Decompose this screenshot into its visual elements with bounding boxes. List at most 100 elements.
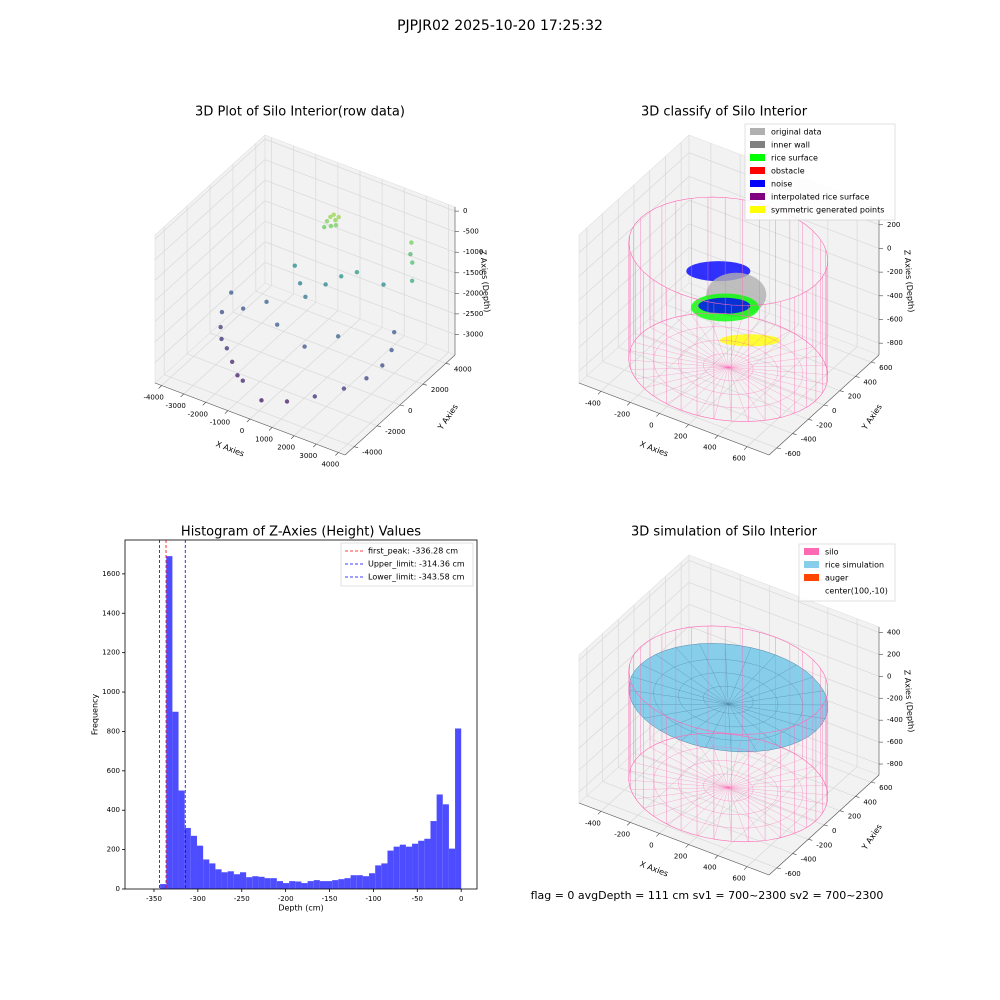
tick-mark	[776, 867, 781, 870]
grid-line	[264, 159, 456, 232]
silo-wire	[713, 367, 729, 420]
surface-mesh	[728, 704, 826, 719]
point	[408, 251, 413, 257]
legend-label: obstacle	[771, 167, 805, 176]
point	[229, 359, 235, 365]
y-axis-label: Y Axies	[436, 402, 460, 432]
silo-wire	[707, 313, 729, 368]
legend-swatch	[804, 574, 819, 581]
x-axis-label: X Axies	[639, 440, 670, 459]
histogram-bar	[203, 859, 210, 889]
tick-mark	[597, 391, 602, 395]
legend-swatch	[750, 180, 765, 187]
silo-wire	[680, 367, 729, 411]
z-tick-label: -400	[887, 292, 903, 300]
x-tick-label: 600	[732, 875, 745, 883]
grid-line	[602, 781, 793, 854]
y-tick-label: 200	[848, 813, 861, 821]
y-tick-label: 0	[832, 827, 836, 835]
x-tick-label: 0	[649, 421, 653, 429]
tick-mark	[202, 402, 207, 406]
y-tick-label: 1000	[102, 688, 120, 696]
y-tick-label: -200	[816, 841, 832, 849]
tick-mark	[158, 385, 162, 389]
histogram-bar	[393, 846, 400, 889]
point	[389, 347, 394, 353]
surface-mesh	[675, 647, 729, 705]
surface-mesh	[680, 704, 729, 741]
grid-line	[154, 221, 266, 322]
surface-mesh	[643, 704, 729, 719]
grid-line	[154, 241, 266, 343]
legend-label: rice simulation	[825, 561, 884, 570]
silo-wire	[628, 359, 729, 368]
legend-swatch	[750, 141, 765, 148]
legend-label: noise	[771, 180, 792, 189]
grid-line	[688, 560, 880, 633]
histogram-bar	[405, 846, 413, 889]
point	[410, 260, 415, 265]
grid-line	[264, 179, 456, 253]
point	[409, 278, 415, 283]
silo-wire	[728, 739, 760, 788]
grid-line	[578, 223, 690, 325]
grid-line	[154, 262, 266, 363]
grid-line	[578, 560, 690, 661]
y-tick-label: -600	[785, 870, 801, 878]
grid-line	[633, 752, 825, 826]
legend-box	[798, 543, 896, 602]
histogram-bar	[338, 879, 345, 889]
histogram-bar	[246, 877, 253, 889]
tick-mark	[180, 393, 184, 398]
silo-wire	[728, 787, 827, 805]
x-tick-label: -50	[412, 895, 423, 903]
y-tick-label: 400	[863, 798, 876, 806]
tick-mark	[377, 425, 382, 428]
point	[219, 336, 224, 342]
surface-mesh	[653, 658, 804, 741]
x-tick-label: -2000	[188, 410, 208, 418]
histogram-bar	[258, 876, 265, 889]
point	[354, 269, 360, 275]
axis-line	[578, 382, 770, 456]
tick-mark	[224, 410, 229, 414]
silo-wire	[675, 317, 729, 368]
x-tick-label: 0	[240, 427, 244, 435]
y-tick-label: 1400	[102, 609, 120, 617]
silo-wire	[628, 780, 729, 788]
status-annotation: flag = 0 avgDepth = 111 cm sv1 = 700~230…	[531, 889, 884, 902]
silo-wire	[728, 367, 816, 401]
silo-wire	[640, 754, 729, 788]
histogram-bar	[264, 878, 271, 889]
surface-mesh	[728, 704, 781, 748]
point	[335, 334, 341, 339]
z-tick-label: -2500	[463, 310, 483, 318]
legend-label: center(100,-10)	[825, 587, 888, 596]
grid-line	[618, 346, 809, 420]
point	[336, 214, 341, 220]
grid-line	[578, 176, 690, 277]
histogram-bar	[424, 838, 431, 889]
surface-mesh	[728, 690, 824, 705]
silo-wire	[696, 367, 729, 416]
surface-mesh	[728, 704, 801, 741]
silo-wire	[728, 338, 803, 368]
point	[297, 281, 303, 286]
grid-line	[586, 375, 777, 449]
silo-wire	[728, 365, 826, 368]
silo-wire	[728, 324, 776, 368]
histogram-bar	[221, 872, 228, 889]
z-tick-label: -200	[887, 268, 903, 276]
x-tick-label: -400	[585, 399, 601, 407]
z-axis-label: Z Axies (Depth)	[478, 249, 491, 312]
tick-mark	[445, 363, 450, 365]
histogram-bar	[326, 881, 333, 889]
z-tick-label: -2000	[463, 289, 483, 297]
silo-wire	[728, 744, 776, 788]
z-tick-label: -200	[887, 694, 903, 702]
surface-mesh	[728, 704, 732, 752]
point	[274, 322, 280, 327]
histogram-bar	[227, 871, 234, 889]
x-tick-label: -3000	[166, 402, 186, 410]
chart-title: Histogram of Z-Axies (Height) Values	[181, 525, 421, 540]
